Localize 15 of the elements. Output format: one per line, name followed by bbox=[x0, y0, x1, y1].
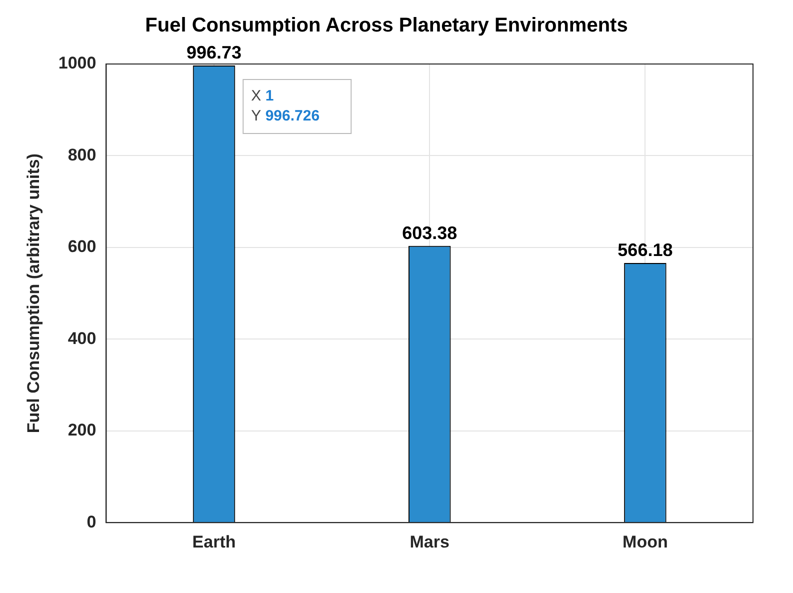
annotation: X 1 Y 996.726 bbox=[251, 88, 320, 125]
data-label: 996.73 bbox=[186, 42, 242, 62]
chart-title: Fuel Consumption Across Planetary Environments bbox=[145, 14, 628, 37]
y-tick-label: 1000 bbox=[58, 54, 96, 73]
x-tick-label: Mars bbox=[410, 532, 450, 552]
data-label: 566.18 bbox=[618, 240, 673, 260]
y-tick-label: 800 bbox=[68, 145, 96, 164]
x-tick-label: Earth bbox=[192, 532, 236, 552]
y-tick-label: 400 bbox=[68, 328, 96, 348]
y-tick-label: 200 bbox=[68, 420, 96, 440]
y-axis-title: Fuel Consumption (arbitrary units) bbox=[24, 154, 43, 434]
data-label: 603.38 bbox=[402, 222, 458, 243]
x-tick-label: Moon bbox=[622, 532, 668, 552]
y-tick-label: 0 bbox=[86, 512, 96, 532]
y-tick-label: 600 bbox=[68, 237, 96, 256]
